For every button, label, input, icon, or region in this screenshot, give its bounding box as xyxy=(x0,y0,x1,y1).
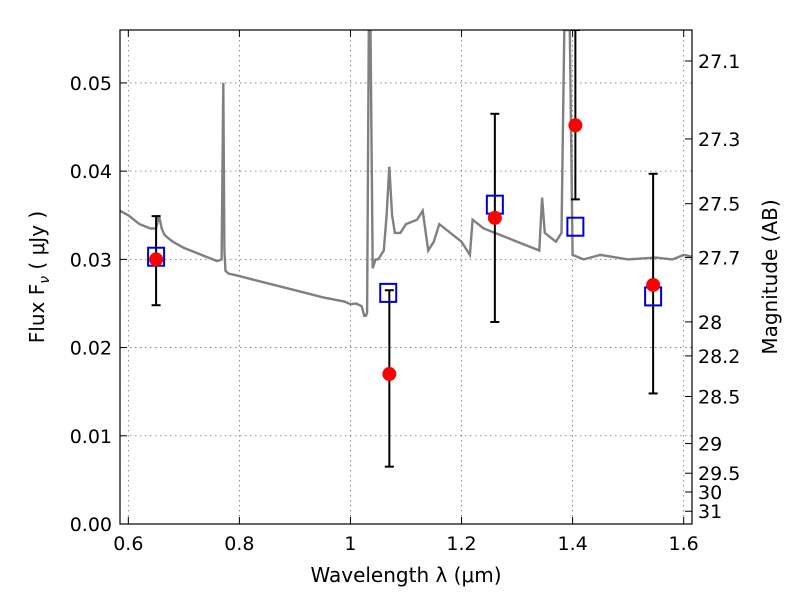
x-axis-label: Wavelength λ (μm) xyxy=(310,563,501,587)
y2-tick-label: 30 xyxy=(698,482,722,504)
error-bar xyxy=(570,30,580,201)
model-spectrum-line xyxy=(120,30,692,317)
model-square-marker xyxy=(566,216,585,237)
y2-tick-label: 28 xyxy=(698,312,722,334)
y-tick-label: 0.03 xyxy=(70,249,112,271)
y2-tick-label: 29.5 xyxy=(698,463,740,485)
y-axis-label: Flux Fν ( μJy ) xyxy=(25,211,53,343)
y-axis-label-sub: ν xyxy=(37,276,53,284)
y2-tick-label: 27.3 xyxy=(698,129,740,151)
observed-point xyxy=(568,118,583,133)
y-axis-label-unit: ( μJy ) xyxy=(25,211,49,276)
x-tick-label: 1.6 xyxy=(669,533,699,555)
y2-tick-label: 28.2 xyxy=(698,346,740,368)
y-tick-label: 0.00 xyxy=(70,514,112,536)
plot-area xyxy=(120,30,692,468)
y2-tick-label: 27.1 xyxy=(698,51,740,73)
y-axis-ticks: 0.00 0.01 0.02 0.03 0.04 0.05 xyxy=(70,73,127,536)
y2-tick-label: 29 xyxy=(698,434,722,456)
y2-tick-label: 27.5 xyxy=(698,194,740,216)
observed-point xyxy=(382,367,397,382)
plot-frame xyxy=(119,29,693,525)
y-tick-label: 0.04 xyxy=(70,161,112,183)
observed-point xyxy=(646,277,661,292)
y-tick-label: 0.05 xyxy=(70,73,112,95)
x-tick-label: 1 xyxy=(344,533,356,555)
y-tick-label: 0.01 xyxy=(70,426,112,448)
y2-tick-label: 27.7 xyxy=(698,248,740,270)
error-bars xyxy=(151,30,658,468)
grid xyxy=(120,30,692,525)
y-tick-label: 0.02 xyxy=(70,338,112,360)
x-tick-label: 0.6 xyxy=(113,533,143,555)
x-axis-ticks: 0.6 0.8 1 1.2 1.4 1.6 xyxy=(113,30,699,555)
observed-point xyxy=(487,210,502,225)
y2-axis-label: Magnitude (AB) xyxy=(758,199,782,354)
y-axis-label-main: Flux F xyxy=(25,284,49,343)
model-square-marker xyxy=(379,282,398,303)
observed-points xyxy=(149,118,661,382)
x-tick-label: 1.4 xyxy=(557,533,587,555)
y2-tick-label: 28.5 xyxy=(698,386,740,408)
y2-tick-label: 31 xyxy=(698,501,722,523)
x-tick-label: 1.2 xyxy=(446,533,476,555)
x-tick-label: 0.8 xyxy=(224,533,254,555)
observed-point xyxy=(149,252,164,267)
